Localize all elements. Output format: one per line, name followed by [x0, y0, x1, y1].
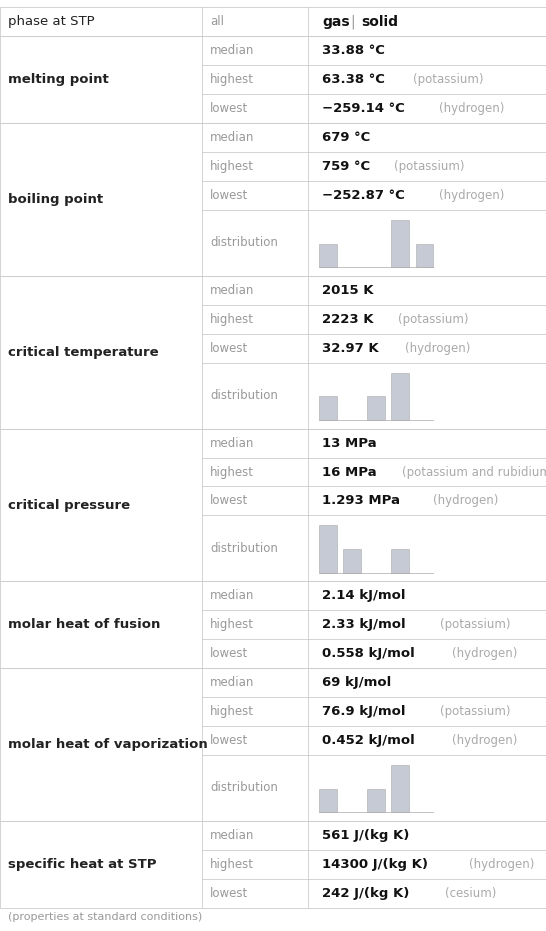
- Text: distribution: distribution: [210, 542, 278, 555]
- Text: 2.14 kJ/mol: 2.14 kJ/mol: [322, 589, 406, 602]
- Text: (properties at standard conditions): (properties at standard conditions): [8, 912, 203, 923]
- Text: (potassium): (potassium): [440, 618, 511, 631]
- Text: melting point: melting point: [8, 74, 109, 87]
- Text: 32.97 K: 32.97 K: [322, 342, 379, 355]
- Text: lowest: lowest: [210, 886, 248, 899]
- Text: 679 °C: 679 °C: [322, 131, 370, 144]
- Text: 0.558 kJ/mol: 0.558 kJ/mol: [322, 647, 415, 660]
- Text: distribution: distribution: [210, 236, 278, 250]
- Bar: [391, 220, 409, 267]
- Text: 76.9 kJ/mol: 76.9 kJ/mol: [322, 705, 406, 718]
- Text: median: median: [210, 829, 254, 842]
- Bar: [391, 372, 409, 420]
- Text: (hydrogen): (hydrogen): [432, 494, 498, 507]
- Text: (potassium): (potassium): [399, 313, 469, 326]
- Text: highest: highest: [210, 857, 254, 870]
- Text: 242 J/(kg K): 242 J/(kg K): [322, 886, 410, 899]
- Bar: [0, 36, 546, 123]
- Text: (potassium and rubidium): (potassium and rubidium): [402, 466, 546, 479]
- Text: lowest: lowest: [210, 342, 248, 355]
- Bar: [0, 428, 546, 582]
- Text: (hydrogen): (hydrogen): [405, 342, 471, 355]
- Bar: [0, 7, 546, 36]
- Text: 2015 K: 2015 K: [322, 284, 373, 297]
- Text: highest: highest: [210, 466, 254, 479]
- Bar: [0, 582, 546, 668]
- Text: 2.33 kJ/mol: 2.33 kJ/mol: [322, 618, 406, 631]
- Text: (hydrogen): (hydrogen): [452, 647, 517, 660]
- Text: 63.38 °C: 63.38 °C: [322, 74, 385, 87]
- Bar: [391, 765, 409, 813]
- Bar: [0, 821, 546, 908]
- Text: 14300 J/(kg K): 14300 J/(kg K): [322, 857, 428, 870]
- Text: (hydrogen): (hydrogen): [452, 734, 517, 747]
- Text: 759 °C: 759 °C: [322, 160, 370, 173]
- Text: 33.88 °C: 33.88 °C: [322, 45, 385, 58]
- Bar: [0, 668, 546, 821]
- Text: −259.14 °C: −259.14 °C: [322, 102, 405, 115]
- Text: gas: gas: [322, 15, 350, 29]
- Text: phase at STP: phase at STP: [8, 16, 95, 29]
- Text: 13 MPa: 13 MPa: [322, 437, 377, 450]
- Text: critical temperature: critical temperature: [8, 345, 159, 358]
- Text: 69 kJ/mol: 69 kJ/mol: [322, 676, 391, 689]
- Bar: [0, 276, 546, 428]
- Text: critical pressure: critical pressure: [8, 499, 130, 511]
- Text: median: median: [210, 45, 254, 58]
- Text: all: all: [210, 16, 224, 29]
- Text: boiling point: boiling point: [8, 193, 103, 206]
- Text: −252.87 °C: −252.87 °C: [322, 189, 405, 202]
- Bar: [367, 789, 385, 813]
- Text: median: median: [210, 284, 254, 297]
- Text: median: median: [210, 676, 254, 689]
- Text: molar heat of fusion: molar heat of fusion: [8, 618, 161, 631]
- Text: (potassium): (potassium): [413, 74, 484, 87]
- Text: (hydrogen): (hydrogen): [469, 857, 534, 870]
- Text: 561 J/(kg K): 561 J/(kg K): [322, 829, 410, 842]
- Bar: [0, 123, 546, 276]
- Text: highest: highest: [210, 160, 254, 173]
- Text: (cesium): (cesium): [444, 886, 496, 899]
- Text: |: |: [351, 15, 355, 29]
- Text: 16 MPa: 16 MPa: [322, 466, 377, 479]
- Text: distribution: distribution: [210, 781, 278, 794]
- Bar: [416, 244, 433, 267]
- Text: specific heat at STP: specific heat at STP: [8, 857, 157, 870]
- Text: molar heat of vaporization: molar heat of vaporization: [8, 738, 208, 751]
- Text: median: median: [210, 131, 254, 144]
- Text: 2223 K: 2223 K: [322, 313, 373, 326]
- Text: lowest: lowest: [210, 494, 248, 507]
- Text: lowest: lowest: [210, 189, 248, 202]
- Text: lowest: lowest: [210, 734, 248, 747]
- Text: 1.293 MPa: 1.293 MPa: [322, 494, 400, 507]
- Text: highest: highest: [210, 313, 254, 326]
- Text: (hydrogen): (hydrogen): [439, 189, 504, 202]
- Bar: [319, 789, 337, 813]
- Text: (hydrogen): (hydrogen): [439, 102, 504, 115]
- Text: lowest: lowest: [210, 102, 248, 115]
- Text: lowest: lowest: [210, 647, 248, 660]
- Text: median: median: [210, 589, 254, 602]
- Text: 0.452 kJ/mol: 0.452 kJ/mol: [322, 734, 415, 747]
- Text: median: median: [210, 437, 254, 450]
- Bar: [343, 549, 361, 573]
- Text: (potassium): (potassium): [440, 705, 510, 718]
- Text: (potassium): (potassium): [394, 160, 465, 173]
- Text: solid: solid: [361, 15, 399, 29]
- Text: highest: highest: [210, 74, 254, 87]
- Bar: [319, 397, 337, 420]
- Bar: [319, 525, 337, 573]
- Bar: [319, 244, 337, 267]
- Bar: [391, 549, 409, 573]
- Text: distribution: distribution: [210, 389, 278, 402]
- Text: highest: highest: [210, 705, 254, 718]
- Bar: [367, 397, 385, 420]
- Text: highest: highest: [210, 618, 254, 631]
